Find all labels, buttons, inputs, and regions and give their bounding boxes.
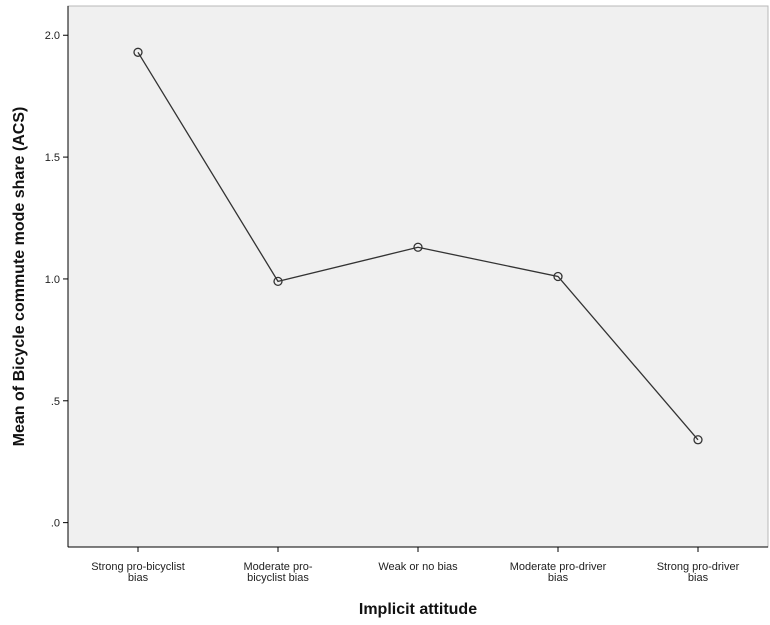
y-tick-label: 2.0 [45, 30, 60, 42]
x-axis-ticks: Strong pro-bicyclist bias Moderate pro-bic… [91, 547, 740, 584]
x-axis-title: Implicit attitude [359, 601, 477, 618]
data-point [693, 435, 703, 445]
y-tick-label: .0 [51, 518, 60, 530]
data-point [273, 276, 283, 287]
y-tick-label: 1.5 [45, 152, 60, 164]
x-tick-label: Strong pro-bicyclist bias [91, 561, 185, 584]
x-tick-label: Weak or no bias [378, 561, 458, 573]
x-tick-label: Moderate pro-driver bias [510, 561, 607, 584]
series-mean-bicycle-share [133, 47, 703, 445]
series-line [137, 51, 699, 441]
plot-area [67, 5, 769, 548]
x-tick-label: Moderate pro-bicyclist bias [243, 561, 312, 584]
data-point [133, 47, 143, 57]
data-point [413, 242, 423, 252]
y-tick-label: .5 [51, 396, 60, 408]
y-axis-title: Mean of Bicycle commute mode share (ACS) [11, 107, 28, 447]
x-tick-label: Strong pro-driver bias [657, 561, 740, 584]
y-tick-label: 1.0 [45, 274, 60, 286]
y-axis-ticks: .0 .5 1.0 1.5 2.0 [45, 30, 68, 530]
data-point [553, 271, 563, 282]
